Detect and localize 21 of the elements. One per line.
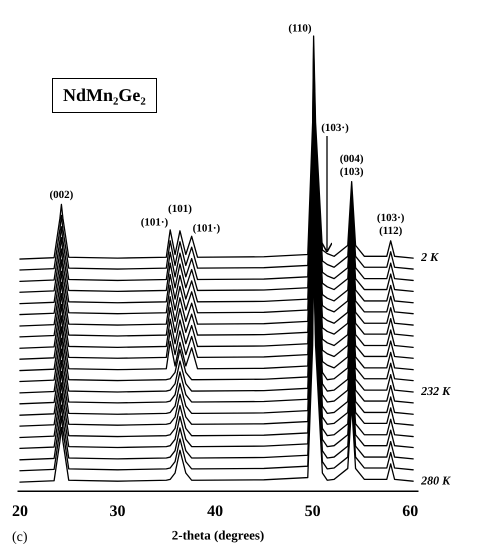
x-tick-label: 50 (304, 502, 321, 520)
annotation: 2 K (420, 250, 440, 264)
annotation: 280 K (420, 473, 452, 488)
annotation: 232 K (420, 384, 452, 398)
annotation: (101) (168, 203, 192, 216)
x-tick-label: 40 (207, 502, 224, 520)
annotation: (101·) (192, 222, 220, 235)
annotation: (002) (50, 188, 74, 201)
annotation: (112) (379, 225, 403, 238)
annotation: (110) (288, 22, 312, 34)
text: (c) (12, 530, 28, 546)
x-tick-label: 60 (402, 502, 418, 520)
annotation: (103) (340, 166, 364, 178)
annotation: (004) (340, 153, 364, 166)
annotation: (103·) (376, 212, 405, 224)
annotation: (103·) (321, 122, 350, 134)
text: NdMn₂Ge₂ (52, 78, 157, 113)
x-tick-label: 20 (12, 502, 28, 520)
annotation: (101·) (140, 216, 169, 228)
x-tick-label: 30 (110, 502, 126, 520)
x-axis-title: 2-theta (degrees) (172, 528, 264, 543)
